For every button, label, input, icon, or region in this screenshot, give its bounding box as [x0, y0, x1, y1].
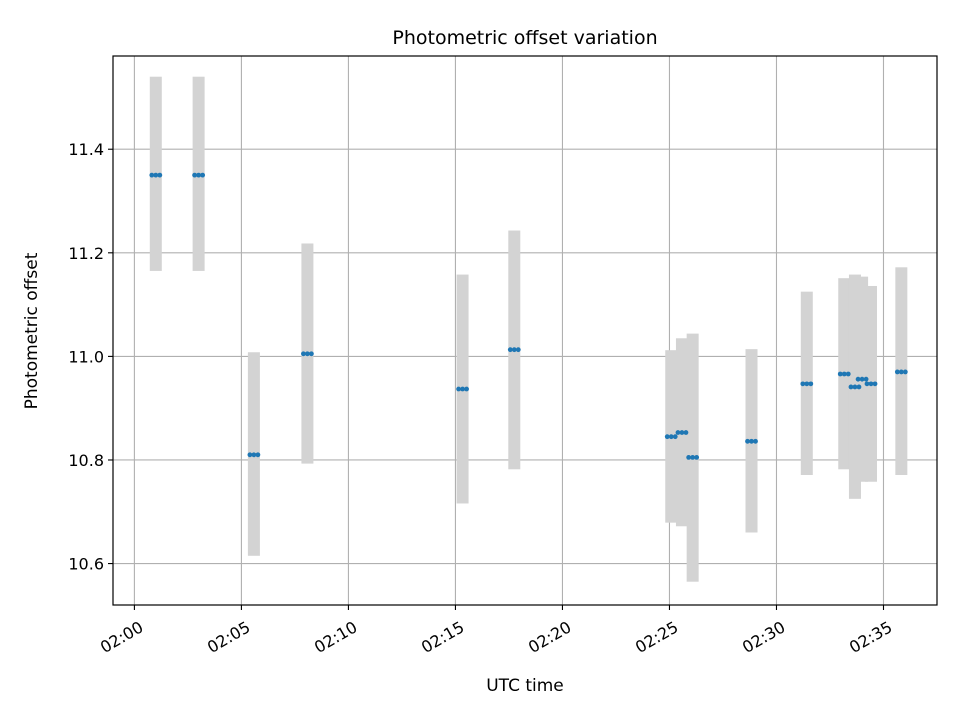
data-point: [196, 172, 202, 178]
y-tick-label: 11.2: [68, 244, 104, 263]
data-point: [694, 454, 700, 460]
data-point: [864, 381, 870, 387]
data-point: [808, 381, 814, 387]
data-point: [863, 376, 869, 382]
y-tick-label: 11.4: [68, 140, 104, 159]
data-point: [507, 347, 513, 353]
error-band-layer: [149, 76, 908, 582]
chart-title: Photometric offset variation: [392, 27, 657, 49]
data-point: [848, 384, 854, 390]
data-point: [668, 434, 674, 440]
data-point: [247, 452, 253, 458]
data-point: [855, 376, 861, 382]
data-point: [800, 381, 806, 387]
data-point: [675, 430, 681, 435]
y-axis-label: Photometric offset: [22, 252, 42, 409]
y-tick-label: 10.6: [68, 555, 104, 574]
data-point: [859, 376, 865, 382]
data-point: [456, 386, 461, 392]
data-point: [460, 386, 465, 392]
plot-frame: [112, 55, 938, 606]
data-point: [749, 438, 754, 444]
data-point: [664, 434, 670, 440]
data-point: [852, 384, 858, 390]
data-point: [251, 452, 257, 458]
data-point: [672, 434, 678, 440]
data-point: [515, 347, 521, 353]
data-point: [157, 172, 163, 178]
data-point: [255, 452, 261, 458]
data-point: [305, 351, 310, 357]
data-point: [149, 172, 155, 178]
data-point: [153, 172, 159, 178]
data-point: [679, 430, 685, 435]
data-point: [894, 369, 900, 375]
data-point: [845, 371, 851, 377]
data-point: [511, 347, 517, 353]
data-point: [192, 172, 198, 178]
data-point: [837, 371, 843, 377]
data-point: [753, 438, 758, 444]
data-point: [745, 438, 750, 444]
y-tick-label: 10.8: [68, 451, 104, 470]
data-point: [301, 351, 306, 357]
data-point: [686, 454, 692, 460]
data-point: [804, 381, 810, 387]
y-tick-label: 11.0: [68, 347, 104, 366]
x-axis-label: UTC time: [486, 676, 564, 696]
data-point: [309, 351, 314, 357]
data-point: [464, 386, 469, 392]
data-point: [872, 381, 878, 387]
data-point: [868, 381, 874, 387]
data-point: [841, 371, 847, 377]
data-point-layer: [149, 172, 908, 460]
data-point: [200, 172, 206, 178]
data-point: [683, 430, 689, 435]
data-point: [898, 369, 904, 375]
data-point: [856, 384, 862, 390]
data-point: [902, 369, 908, 375]
data-point: [690, 454, 696, 460]
